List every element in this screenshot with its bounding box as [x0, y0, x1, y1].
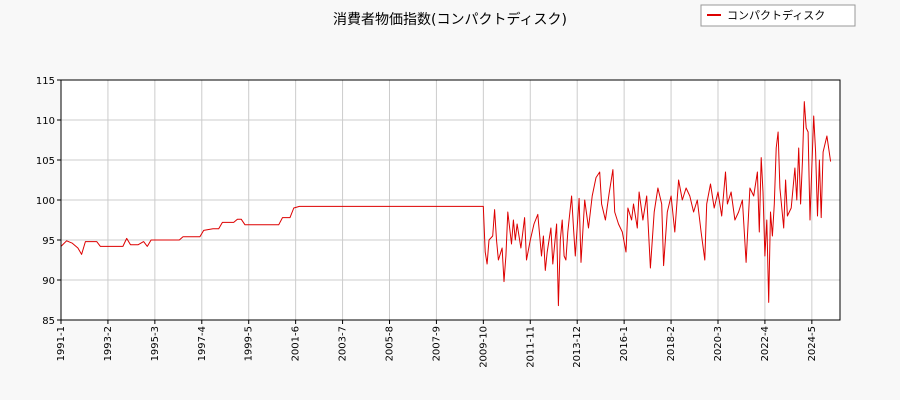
legend-label: コンパクトディスク [727, 8, 825, 22]
series-layer [60, 101, 832, 307]
x-tick-label: 2003-7 [338, 326, 349, 361]
x-tick-label: 2024-5 [807, 326, 818, 361]
x-tick-label: 2016-1 [619, 326, 630, 361]
y-tick-label: 110 [36, 116, 55, 127]
x-tick-label: 2022-4 [760, 326, 771, 361]
y-tick-label: 90 [42, 276, 55, 287]
x-tick-label: 1995-3 [150, 326, 161, 361]
x-tick-label: 2001-6 [291, 326, 302, 361]
legend-box [700, 4, 856, 27]
y-tick-label: 115 [36, 76, 55, 87]
x-tick-label: 2007-9 [431, 326, 442, 361]
x-tick-label: 2013-12 [572, 326, 583, 368]
x-tick-label: 1991-1 [56, 326, 67, 361]
x-tick-label: 2009-10 [478, 326, 489, 368]
legend: コンパクトディスク [700, 4, 856, 27]
series-line [60, 101, 832, 307]
y-tick-label: 85 [42, 316, 55, 327]
chart-title: 消費者物価指数(コンパクトディスク) [333, 11, 567, 28]
y-tick-label: 105 [36, 156, 55, 167]
x-tick-label: 2005-8 [384, 326, 395, 361]
y-axis: 85 90 95 100 105 110 115 [36, 76, 61, 327]
x-tick-label: 2018-2 [666, 326, 677, 361]
x-tick-label: 2011-11 [525, 326, 536, 368]
x-tick-label: 2020-3 [713, 326, 724, 361]
x-tick-label: 1993-2 [103, 326, 114, 361]
x-axis: 1991-1 1993-2 1995-3 1997-4 1999-5 2001-6 2003… [56, 320, 818, 368]
y-tick-label: 100 [36, 196, 55, 207]
y-tick-label: 95 [42, 236, 55, 247]
x-tick-label: 1997-4 [197, 326, 208, 361]
x-tick-label: 1999-5 [244, 326, 255, 361]
